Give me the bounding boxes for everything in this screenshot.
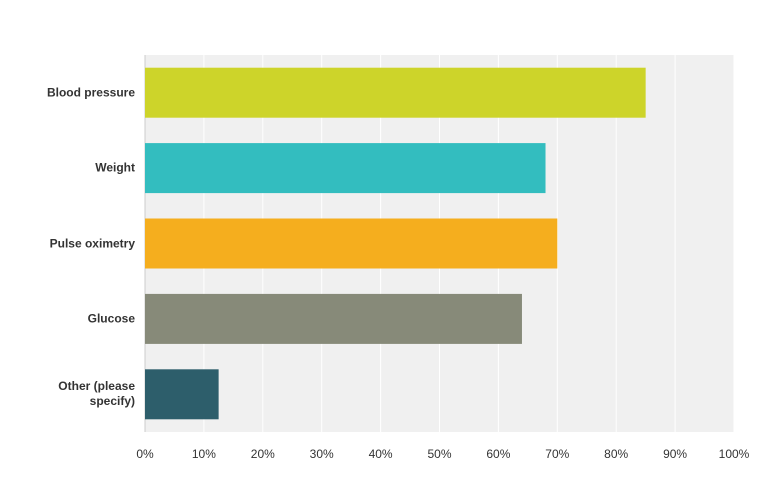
y-tick-label: Other (please specify) [58, 379, 135, 409]
bar [145, 143, 546, 194]
x-tick-label: 50% [427, 447, 451, 461]
y-tick-label: Pulse oximetry [49, 236, 135, 250]
x-tick-label: 20% [251, 447, 275, 461]
x-tick-label: 80% [604, 447, 628, 461]
y-tick-label: Glucose [87, 311, 135, 326]
x-tick-label: 30% [310, 447, 334, 461]
x-tick-label: 100% [719, 447, 750, 461]
x-tick-label: 0% [136, 447, 154, 461]
bar [145, 67, 646, 118]
x-tick-label: 10% [192, 447, 216, 461]
bar [145, 293, 522, 344]
x-tick-label: 90% [663, 447, 687, 461]
bar [145, 218, 558, 269]
y-tick-label: Weight [95, 160, 135, 175]
x-tick-label: 70% [545, 447, 569, 461]
bar [145, 369, 219, 420]
x-tick-label: 40% [369, 447, 393, 461]
x-tick-label: 60% [486, 447, 510, 461]
y-tick-label: Blood pressure [46, 85, 135, 100]
